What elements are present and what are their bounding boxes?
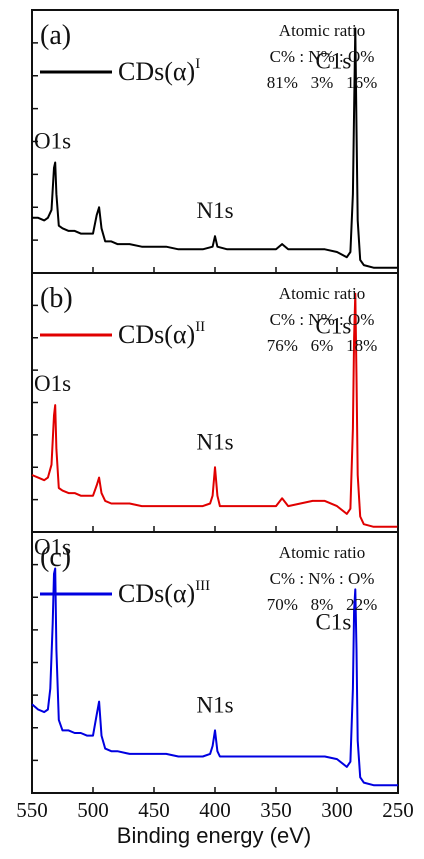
atomic-ratio-header: C% : N% : O% bbox=[270, 47, 375, 66]
peak-label-o1s: O1s bbox=[34, 129, 71, 154]
peak-label-n1s: N1s bbox=[196, 429, 233, 454]
legend-label: CDs(α)II bbox=[118, 319, 205, 349]
atomic-ratio-values: 76% 6% 18% bbox=[267, 336, 377, 355]
peak-label-c1s: C1s bbox=[316, 48, 352, 73]
legend-superscript: II bbox=[195, 319, 205, 335]
legend-superscript: III bbox=[195, 578, 210, 594]
panel-1: (a) CDs(α)I Atomic ratio C% : N% : O% 81% 3%… bbox=[31, 9, 399, 274]
legend-label: CDs(α)III bbox=[118, 578, 210, 608]
atomic-ratio-title: Atomic ratio bbox=[279, 21, 365, 40]
x-tick-label: 350 bbox=[260, 798, 292, 822]
atomic-ratio-header: C% : N% : O% bbox=[270, 569, 375, 588]
panel-2: (b) CDs(α)II Atomic ratio C% : N% : O% 76% 6… bbox=[31, 272, 399, 533]
atomic-ratio-title: Atomic ratio bbox=[279, 284, 365, 303]
peak-label-n1s: N1s bbox=[196, 198, 233, 223]
legend-label: CDs(α)I bbox=[118, 56, 200, 86]
x-tick-label: 550 bbox=[16, 798, 48, 822]
x-tick-label: 400 bbox=[199, 798, 231, 822]
x-tick-label: 450 bbox=[138, 798, 170, 822]
panel-letter: (b) bbox=[40, 283, 73, 314]
x-tick-label: 300 bbox=[321, 798, 353, 822]
peak-label-n1s: N1s bbox=[196, 692, 233, 717]
atomic-ratio-values: 81% 3% 16% bbox=[267, 73, 377, 92]
x-axis-title: Binding energy (eV) bbox=[117, 823, 311, 848]
series-line-2 bbox=[31, 292, 398, 528]
panel-letter: (c) bbox=[40, 542, 71, 573]
atomic-ratio-title: Atomic ratio bbox=[279, 543, 365, 562]
legend-base: CDs(α) bbox=[118, 579, 195, 608]
peak-label-c1s: C1s bbox=[316, 609, 352, 634]
x-tick-label: 250 bbox=[382, 798, 414, 822]
x-axis: 550 500 450 400 350 300 250 bbox=[16, 798, 414, 822]
legend-base: CDs(α) bbox=[118, 57, 195, 86]
legend-superscript: I bbox=[195, 56, 200, 72]
atomic-ratio-values: 70% 8% 22% bbox=[267, 595, 377, 614]
panel-letter: (a) bbox=[40, 20, 71, 51]
legend-base: CDs(α) bbox=[118, 320, 195, 349]
atomic-ratio-header: C% : N% : O% bbox=[270, 310, 375, 329]
peak-label-o1s: O1s bbox=[34, 535, 71, 560]
x-tick-label: 500 bbox=[77, 798, 109, 822]
series-line-1 bbox=[32, 27, 398, 269]
peak-label-o1s: O1s bbox=[34, 371, 71, 396]
panel-3: (c) CDs(α)III Atomic ratio C% : N% : O% 70% … bbox=[31, 531, 399, 794]
series-line-3 bbox=[31, 567, 398, 787]
peak-label-c1s: C1s bbox=[316, 314, 352, 339]
